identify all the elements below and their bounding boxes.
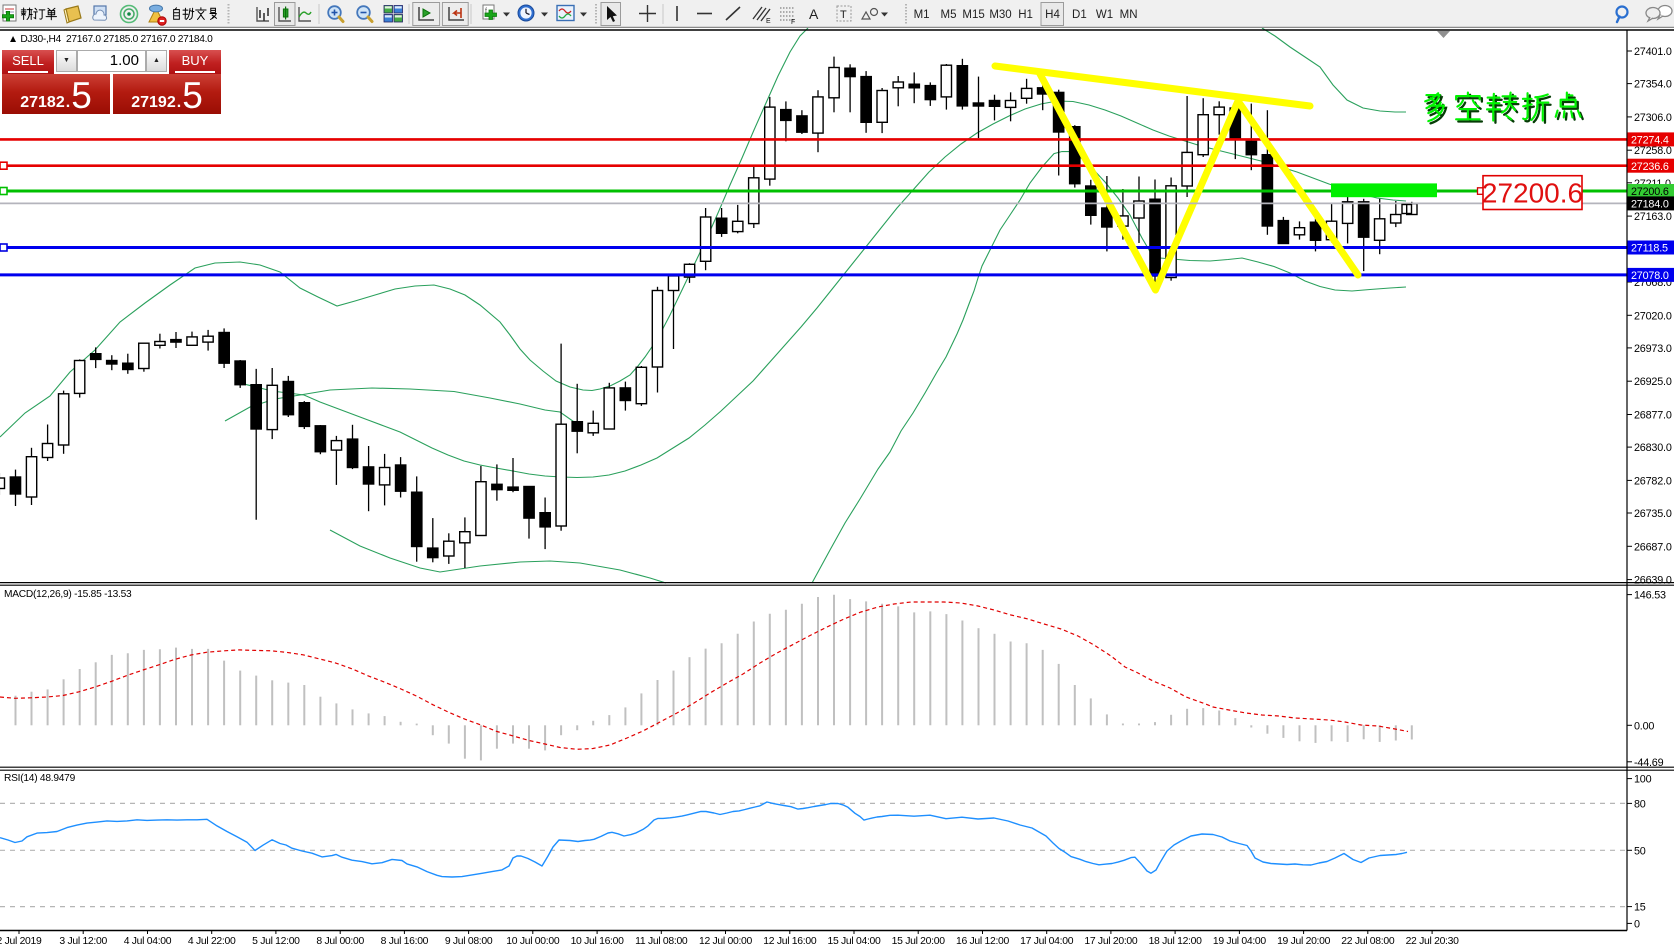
svg-text:27200.6: 27200.6: [1482, 178, 1583, 209]
svg-text:26782.0: 26782.0: [1634, 475, 1672, 487]
svg-text:27236.6: 27236.6: [1631, 161, 1669, 173]
svg-text:11 Jul 08:00: 11 Jul 08:00: [635, 936, 688, 947]
svg-text:17 Jul 20:00: 17 Jul 20:00: [1084, 936, 1138, 947]
svg-text:22 Jul 20:30: 22 Jul 20:30: [1406, 936, 1460, 947]
svg-text:H4: H4: [1045, 9, 1060, 21]
svg-text:MACD(12,26,9) -15.85 -13.53: MACD(12,26,9) -15.85 -13.53: [4, 589, 132, 600]
svg-text:17 Jul 04:00: 17 Jul 04:00: [1020, 936, 1074, 947]
svg-text:D1: D1: [1072, 9, 1087, 21]
svg-text:H1: H1: [1018, 9, 1033, 21]
svg-text:26830.0: 26830.0: [1634, 442, 1672, 454]
svg-text:M1: M1: [914, 9, 930, 21]
svg-text:MN: MN: [1120, 9, 1138, 21]
svg-text:27354.0: 27354.0: [1634, 79, 1672, 91]
svg-text:22 Jul 08:00: 22 Jul 08:00: [1341, 936, 1395, 947]
svg-text:19 Jul 20:00: 19 Jul 20:00: [1277, 936, 1331, 947]
svg-text:2 Jul 2019: 2 Jul 2019: [0, 936, 42, 947]
svg-text:M30: M30: [989, 9, 1011, 21]
svg-text:80: 80: [1634, 798, 1646, 810]
svg-text:27306.0: 27306.0: [1634, 112, 1672, 124]
svg-text:A: A: [809, 6, 819, 22]
svg-text:8 Jul 00:00: 8 Jul 00:00: [316, 936, 364, 947]
svg-text:F: F: [791, 19, 795, 26]
svg-text:M15: M15: [962, 9, 984, 21]
svg-text:8 Jul 16:00: 8 Jul 16:00: [381, 936, 429, 947]
svg-text:27258.0: 27258.0: [1634, 145, 1672, 157]
svg-text:26877.0: 26877.0: [1634, 410, 1672, 422]
svg-text:27163.0: 27163.0: [1634, 211, 1672, 223]
svg-text:-44.69: -44.69: [1634, 757, 1664, 769]
svg-text:27118.5: 27118.5: [1631, 243, 1668, 255]
svg-text:27200.6: 27200.6: [1631, 186, 1669, 198]
svg-text:0: 0: [1634, 918, 1640, 930]
svg-text:26735.0: 26735.0: [1634, 508, 1672, 520]
svg-text:5 Jul 12:00: 5 Jul 12:00: [252, 936, 300, 947]
svg-text:4 Jul 22:00: 4 Jul 22:00: [188, 936, 236, 947]
svg-text:15: 15: [1634, 902, 1646, 914]
svg-text:27274.4: 27274.4: [1631, 135, 1669, 147]
svg-text:27020.0: 27020.0: [1634, 310, 1672, 322]
svg-text:50: 50: [1634, 845, 1646, 857]
svg-text:26639.0: 26639.0: [1634, 575, 1672, 587]
svg-text:T: T: [840, 9, 847, 21]
svg-text:E: E: [766, 18, 771, 25]
svg-text:26687.0: 26687.0: [1634, 541, 1672, 553]
svg-text:4 Jul 04:00: 4 Jul 04:00: [124, 936, 172, 947]
svg-text:f: f: [485, 8, 487, 15]
svg-text:15 Jul 20:00: 15 Jul 20:00: [892, 936, 946, 947]
svg-text:RSI(14) 48.9479: RSI(14) 48.9479: [4, 773, 76, 784]
svg-text:27401.0: 27401.0: [1634, 46, 1672, 58]
svg-text:27078.0: 27078.0: [1631, 270, 1669, 282]
svg-text:12 Jul 00:00: 12 Jul 00:00: [699, 936, 753, 947]
svg-text:W1: W1: [1096, 9, 1113, 21]
svg-text:M5: M5: [941, 9, 957, 21]
svg-text:12 Jul 16:00: 12 Jul 16:00: [763, 936, 817, 947]
svg-text:19 Jul 04:00: 19 Jul 04:00: [1213, 936, 1267, 947]
svg-text:18 Jul 12:00: 18 Jul 12:00: [1149, 936, 1203, 947]
svg-text:27184.0: 27184.0: [1631, 199, 1669, 211]
svg-text:100: 100: [1634, 774, 1652, 786]
svg-text:15 Jul 04:00: 15 Jul 04:00: [827, 936, 881, 947]
svg-text:10 Jul 00:00: 10 Jul 00:00: [506, 936, 560, 947]
svg-text:26925.0: 26925.0: [1634, 376, 1672, 388]
svg-text:26973.0: 26973.0: [1634, 343, 1672, 355]
svg-text:10 Jul 16:00: 10 Jul 16:00: [571, 936, 625, 947]
svg-text:146.53: 146.53: [1634, 590, 1666, 602]
svg-text:3 Jul 12:00: 3 Jul 12:00: [59, 936, 107, 947]
svg-text:0.00: 0.00: [1634, 720, 1654, 732]
svg-text:9 Jul 08:00: 9 Jul 08:00: [445, 936, 493, 947]
svg-text:16 Jul 12:00: 16 Jul 12:00: [956, 936, 1010, 947]
